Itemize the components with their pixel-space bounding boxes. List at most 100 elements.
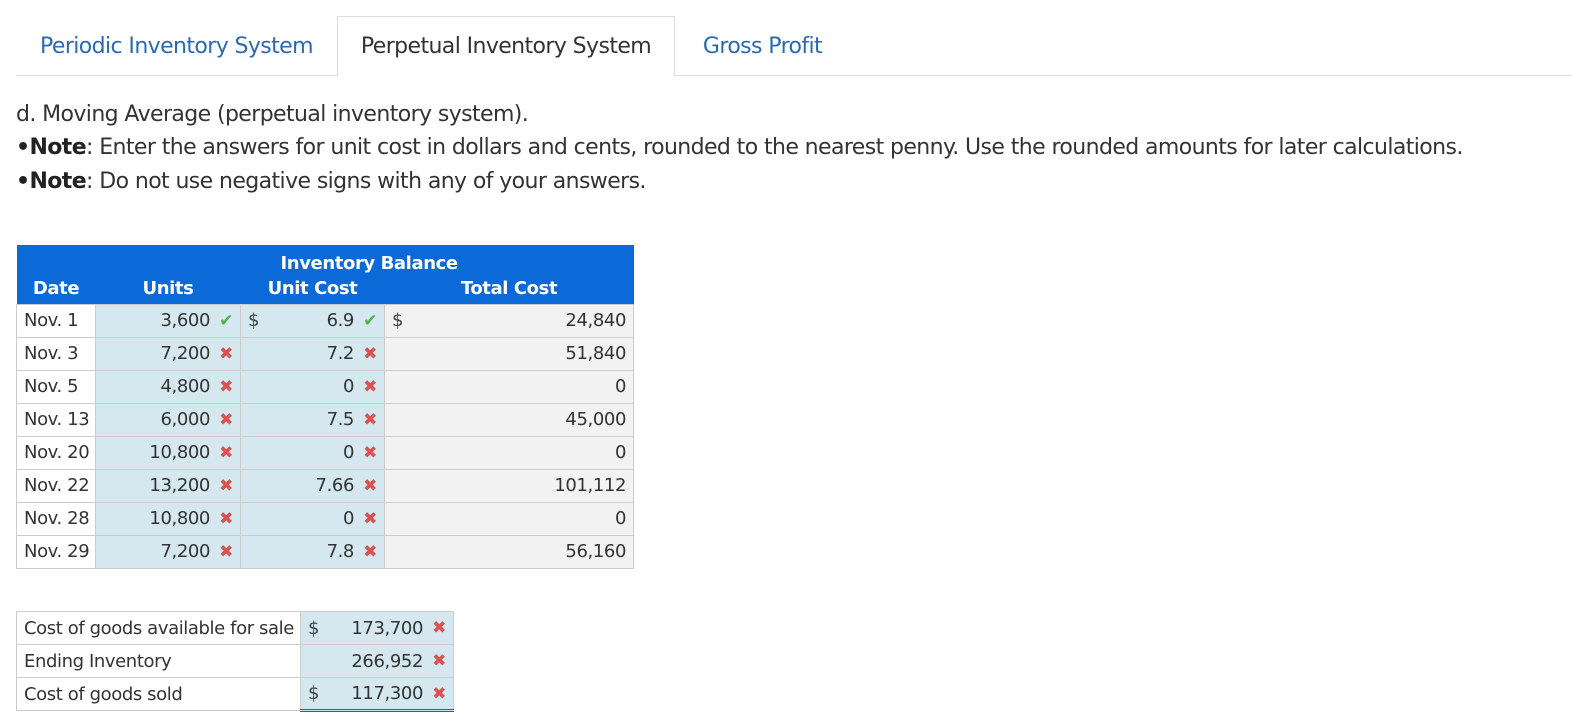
total-cost-cell: 0 bbox=[383, 501, 635, 536]
unit-cost-value: 7.66 bbox=[315, 475, 355, 496]
cross-icon: ✖ bbox=[432, 683, 446, 704]
col-header-units: Units bbox=[95, 274, 241, 304]
table-row: Nov. 1 3,600 ✔ $6.9 ✔ $24,840 bbox=[16, 303, 635, 338]
units-value: 10,800 bbox=[149, 442, 210, 463]
inventory-balance-table: Inventory Balance Date Units Unit Cost T… bbox=[16, 245, 635, 569]
col-header-date: Date bbox=[16, 274, 96, 304]
cross-icon: ✖ bbox=[363, 508, 377, 529]
summary-row: Cost of goods available for sale $173,700… bbox=[16, 611, 454, 645]
cross-icon: ✖ bbox=[219, 376, 233, 397]
cross-icon: ✖ bbox=[219, 508, 233, 529]
units-input[interactable]: 13,200 ✖ bbox=[95, 468, 241, 503]
unit-cost-input[interactable]: 0 ✖ bbox=[240, 369, 385, 404]
table-row: Nov. 28 10,800 ✖ 0 ✖ 0 bbox=[16, 501, 635, 536]
units-input[interactable]: 6,000 ✖ bbox=[95, 402, 241, 437]
total-cost-value: 56,160 bbox=[565, 541, 627, 562]
unit-cost-input[interactable]: 0 ✖ bbox=[240, 435, 385, 470]
check-icon: ✔ bbox=[219, 310, 233, 331]
tab-periodic-inventory[interactable]: Periodic Inventory System bbox=[40, 33, 314, 59]
note-text: : Do not use negative signs with any of … bbox=[86, 169, 646, 194]
total-cost-value: 0 bbox=[614, 508, 627, 529]
note-label: Note bbox=[29, 169, 87, 194]
col-header-total-cost: Total Cost bbox=[384, 274, 634, 304]
units-input[interactable]: 7,200 ✖ bbox=[95, 534, 241, 569]
summary-label: Ending Inventory bbox=[16, 644, 301, 678]
currency-symbol: $ bbox=[308, 617, 320, 639]
total-cost-value: 51,840 bbox=[565, 343, 627, 364]
total-cost-cell: 0 bbox=[383, 435, 635, 470]
unit-cost-input[interactable]: 7.5 ✖ bbox=[240, 402, 385, 437]
unit-cost-value: 0 bbox=[342, 508, 354, 529]
total-cost-value: 24,840 bbox=[565, 310, 627, 331]
table-row: Nov. 22 13,200 ✖ 7.66 ✖ 101,112 bbox=[16, 468, 635, 503]
bullet: • bbox=[16, 135, 30, 160]
summary-table: Cost of goods available for sale $173,700… bbox=[16, 611, 454, 712]
summary-input[interactable]: $173,700 ✖ bbox=[300, 611, 454, 645]
cross-icon: ✖ bbox=[219, 442, 233, 463]
units-value: 7,200 bbox=[160, 541, 210, 562]
summary-label: Cost of goods sold bbox=[16, 677, 301, 711]
total-cost-cell: 51,840 bbox=[383, 336, 635, 371]
table-row: Nov. 5 4,800 ✖ 0 ✖ 0 bbox=[16, 369, 635, 404]
col-header-unit-cost: Unit Cost bbox=[240, 274, 385, 304]
row-date: Nov. 5 bbox=[16, 369, 96, 404]
note-unit-cost: •Note: Enter the answers for unit cost i… bbox=[16, 135, 1556, 160]
bullet: • bbox=[16, 169, 30, 194]
note-label: Note bbox=[29, 135, 87, 160]
unit-cost-input[interactable]: 7.8 ✖ bbox=[240, 534, 385, 569]
units-value: 7,200 bbox=[160, 343, 210, 364]
table-row: Nov. 3 7,200 ✖ 7.2 ✖ 51,840 bbox=[16, 336, 635, 371]
total-cost-value: 101,112 bbox=[554, 475, 627, 496]
total-cost-cell: 0 bbox=[383, 369, 635, 404]
units-input[interactable]: 7,200 ✖ bbox=[95, 336, 241, 371]
group-header: Inventory Balance bbox=[240, 245, 634, 274]
cross-icon: ✖ bbox=[219, 409, 233, 430]
cross-icon: ✖ bbox=[363, 343, 377, 364]
tab-perpetual-inventory[interactable]: Perpetual Inventory System bbox=[337, 16, 675, 77]
unit-cost-input[interactable]: $6.9 ✔ bbox=[240, 303, 385, 338]
summary-input[interactable]: 266,952 ✖ bbox=[300, 644, 454, 678]
summary-label: Cost of goods available for sale bbox=[16, 611, 301, 645]
table-row: Nov. 13 6,000 ✖ 7.5 ✖ 45,000 bbox=[16, 402, 635, 437]
units-value: 4,800 bbox=[160, 376, 210, 397]
cross-icon: ✖ bbox=[219, 475, 233, 496]
cross-icon: ✖ bbox=[363, 376, 377, 397]
units-input[interactable]: 4,800 ✖ bbox=[95, 369, 241, 404]
row-date: Nov. 29 bbox=[16, 534, 96, 569]
total-cost-cell: $24,840 bbox=[383, 303, 635, 338]
units-value: 10,800 bbox=[149, 508, 210, 529]
cross-icon: ✖ bbox=[432, 651, 446, 671]
units-input[interactable]: 10,800 ✖ bbox=[95, 435, 241, 470]
row-date: Nov. 20 bbox=[16, 435, 96, 470]
total-cost-value: 0 bbox=[614, 442, 627, 463]
cross-icon: ✖ bbox=[219, 343, 233, 364]
units-input[interactable]: 3,600 ✔ bbox=[95, 303, 241, 338]
check-icon: ✔ bbox=[363, 310, 377, 331]
total-cost-cell: 56,160 bbox=[383, 534, 635, 569]
summary-input[interactable]: $117,300 ✖ bbox=[300, 677, 454, 712]
units-value: 3,600 bbox=[160, 310, 210, 331]
tab-gross-profit[interactable]: Gross Profit bbox=[702, 33, 823, 59]
unit-cost-input[interactable]: 7.66 ✖ bbox=[240, 468, 385, 503]
units-input[interactable]: 10,800 ✖ bbox=[95, 501, 241, 536]
note-negative-signs: •Note: Do not use negative signs with an… bbox=[16, 169, 1556, 194]
table-row: Nov. 29 7,200 ✖ 7.8 ✖ 56,160 bbox=[16, 534, 635, 569]
unit-cost-value: 7.8 bbox=[326, 541, 355, 562]
summary-value: 266,952 bbox=[351, 650, 423, 672]
summary-row: Cost of goods sold $117,300 ✖ bbox=[16, 677, 454, 712]
unit-cost-value: 7.5 bbox=[326, 409, 355, 430]
units-value: 13,200 bbox=[149, 475, 210, 496]
summary-value: 173,700 bbox=[351, 617, 423, 639]
row-date: Nov. 22 bbox=[16, 468, 96, 503]
row-date: Nov. 13 bbox=[16, 402, 96, 437]
summary-row: Ending Inventory 266,952 ✖ bbox=[16, 644, 454, 678]
unit-cost-input[interactable]: 0 ✖ bbox=[240, 501, 385, 536]
note-text: : Enter the answers for unit cost in dol… bbox=[86, 135, 1463, 160]
question-heading: d. Moving Average (perpetual inventory s… bbox=[16, 102, 529, 127]
total-cost-value: 45,000 bbox=[565, 409, 627, 430]
units-value: 6,000 bbox=[160, 409, 210, 430]
currency-symbol: $ bbox=[308, 683, 320, 704]
unit-cost-input[interactable]: 7.2 ✖ bbox=[240, 336, 385, 371]
table-row: Nov. 20 10,800 ✖ 0 ✖ 0 bbox=[16, 435, 635, 470]
cross-icon: ✖ bbox=[363, 442, 377, 463]
